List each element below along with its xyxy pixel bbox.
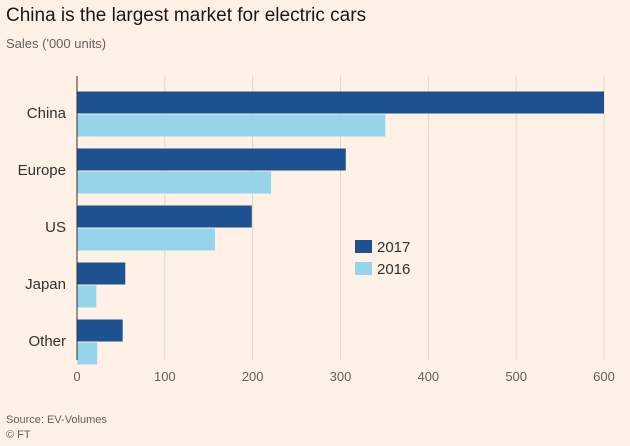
x-tick-label: 300 [330,369,352,384]
x-tick-label: 500 [505,369,527,384]
bar-2016-europe [77,171,272,194]
bar-2017-china [77,91,604,114]
category-label: China [27,105,67,122]
category-label: Europe [18,162,66,179]
x-tick-label: 600 [593,369,615,384]
ft-credit: © FT [6,429,31,441]
bar-2016-china [77,114,386,137]
bar-2017-europe [77,148,346,171]
x-tick-label: 200 [242,369,264,384]
category-label: Japan [25,276,66,293]
legend-label-2016: 2016 [377,261,410,278]
bar-2016-japan [77,285,97,308]
x-tick-label: 100 [154,369,176,384]
source-note: Source: EV-Volumes [6,414,107,426]
chart-subtitle: Sales ('000 units) [6,36,107,51]
category-label: US [45,219,66,236]
bar-2016-us [77,228,215,251]
legend-swatch-2017 [355,240,372,253]
x-tick-label: 400 [417,369,439,384]
category-label: Other [28,333,66,350]
bar-2017-us [77,205,252,228]
chart-title: China is the largest market for electric… [6,5,367,26]
x-tick-label: 0 [73,369,80,384]
legend-label-2017: 2017 [377,239,410,256]
bar-2016-other [77,342,98,365]
bar-2017-other [77,319,123,342]
legend-swatch-2016 [355,262,372,275]
bar-2017-japan [77,262,126,285]
